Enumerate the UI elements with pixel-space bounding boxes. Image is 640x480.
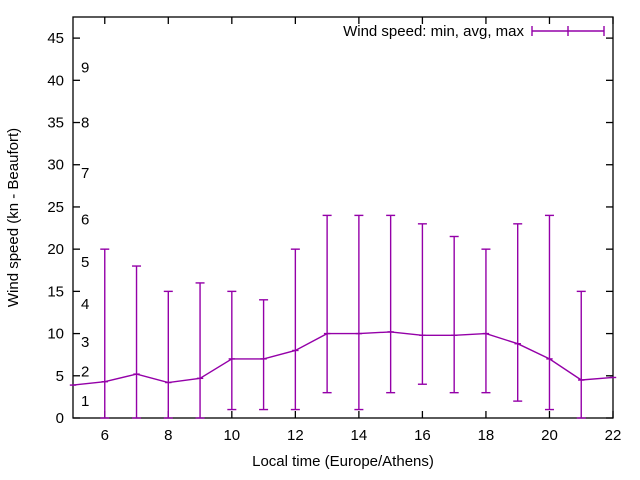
beaufort-scale-label: 9: [81, 60, 89, 77]
x-tick-label: 12: [287, 427, 304, 444]
legend-label: Wind speed: min, avg, max: [343, 23, 524, 40]
error-bar: [449, 235, 459, 394]
error-bar: [290, 248, 300, 411]
plot-border: [72, 16, 614, 419]
y-tick-label: 10: [47, 326, 64, 343]
y-tick-label: 0: [56, 410, 64, 427]
error-bar: [513, 223, 523, 402]
x-tick-label: 6: [101, 427, 109, 444]
beaufort-scale-label: 6: [81, 212, 89, 229]
error-bar: [576, 290, 586, 419]
error-bar: [227, 290, 237, 411]
beaufort-scale-label: 8: [81, 115, 89, 132]
y-tick-label: 45: [47, 30, 64, 47]
y-tick-label: 20: [47, 241, 64, 258]
y-tick-label: 15: [47, 283, 64, 300]
x-tick-label: 10: [223, 427, 240, 444]
beaufort-scale-label: 4: [81, 296, 89, 313]
error-bar: [544, 214, 554, 411]
error-bar: [163, 290, 173, 419]
error-bar: [132, 265, 142, 419]
avg-line: [72, 331, 614, 386]
beaufort-scale-label: 7: [81, 165, 89, 182]
x-tick-label: 18: [478, 427, 495, 444]
x-tick-label: 8: [164, 427, 172, 444]
x-tick-label: 22: [605, 427, 622, 444]
beaufort-scale-label: 1: [81, 393, 89, 410]
error-bar: [259, 299, 269, 411]
y-tick-label: 30: [47, 157, 64, 174]
error-bar: [386, 214, 396, 394]
error-bar: [322, 214, 332, 394]
y-tick-label: 25: [47, 199, 64, 216]
beaufort-scale-label: 2: [81, 364, 89, 381]
beaufort-scale-label: 5: [81, 254, 89, 271]
x-tick-label: 14: [351, 427, 368, 444]
error-bar: [481, 248, 491, 394]
x-tick-label: 20: [541, 427, 558, 444]
x-tick-label: 16: [414, 427, 431, 444]
y-tick-label: 40: [47, 72, 64, 89]
error-bar: [195, 282, 205, 419]
x-axis-title: Local time (Europe/Athens): [252, 453, 434, 470]
error-bar: [417, 223, 427, 385]
error-bar: [354, 214, 364, 411]
error-bar: [100, 248, 110, 419]
beaufort-scale-label: 3: [81, 334, 89, 351]
y-axis-title: Wind speed (kn - Beaufort): [5, 128, 22, 307]
y-tick-label: 5: [56, 368, 64, 385]
y-tick-label: 35: [47, 115, 64, 132]
